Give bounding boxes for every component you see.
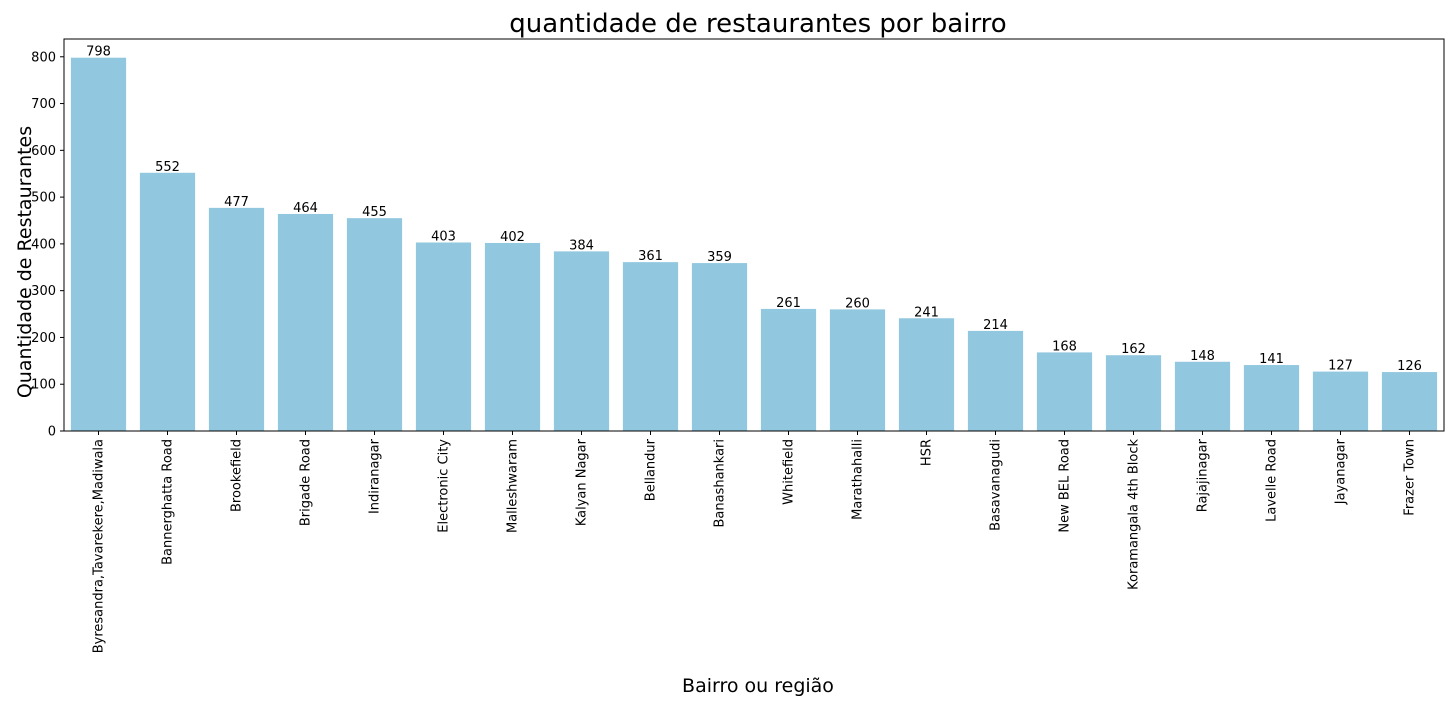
bar-value-label: 141 [1259, 352, 1284, 367]
bar-value-label: 162 [1121, 342, 1146, 357]
data-labels-group: 798 552 477 464 455 403 402 384 361 359 261 260 241 2… [86, 45, 1422, 374]
x-tick-label: Banashankari [713, 439, 728, 528]
y-axis-ticks: 0 100 200 300 400 500 600 700 800 [31, 50, 64, 440]
bar-value-label: 359 [707, 250, 732, 265]
x-tick-label: Jayanagar [1334, 438, 1349, 505]
x-tick-label: Basavanagudi [989, 439, 1004, 531]
bar-value-label: 384 [569, 238, 594, 253]
x-tick-label: Electronic City [437, 439, 452, 533]
bar-value-label: 403 [431, 229, 456, 244]
y-tick-label: 0 [48, 425, 56, 440]
bar [1105, 355, 1162, 431]
x-tick-label: Kalyan Nagar [575, 438, 590, 526]
bar-value-label: 260 [845, 296, 870, 311]
y-tick-label: 100 [31, 378, 56, 393]
bar [1312, 371, 1369, 431]
bar-value-label: 214 [983, 318, 1008, 333]
bar [277, 213, 334, 431]
y-tick-label: 600 [31, 144, 56, 159]
x-tick-label: Malleshwaram [506, 439, 521, 533]
y-tick-label: 500 [31, 191, 56, 206]
bar [760, 308, 817, 431]
y-tick-label: 700 [31, 97, 56, 112]
bar-value-label: 361 [638, 249, 663, 264]
bar [346, 218, 403, 431]
x-tick-label: Koramangala 4th Block [1127, 439, 1142, 590]
chart-title: quantidade de restaurantes por bairro [509, 9, 1006, 39]
bar [898, 318, 955, 431]
bar [553, 251, 610, 431]
bar [967, 330, 1024, 431]
bar-value-label: 127 [1328, 359, 1353, 374]
bar [484, 242, 541, 431]
bar [139, 172, 196, 431]
x-tick-label: Indiranagar [368, 438, 383, 514]
x-axis-ticks: Byresandra,Tavarekere,Madiwala Bannerghat… [92, 431, 1418, 653]
bar [829, 309, 886, 431]
bar-value-label: 552 [155, 160, 180, 175]
x-tick-label: Lavelle Road [1265, 439, 1280, 522]
x-tick-label: Marathahalli [851, 439, 866, 520]
y-tick-label: 400 [31, 237, 56, 252]
x-tick-label: Bellandur [644, 438, 659, 501]
bar [1036, 352, 1093, 431]
bar-value-label: 455 [362, 205, 387, 220]
x-tick-label: Brookefield [230, 439, 245, 512]
bar-value-label: 148 [1190, 349, 1215, 364]
bar-value-label: 261 [776, 296, 801, 311]
bar [1174, 361, 1231, 431]
bar-value-label: 126 [1397, 359, 1422, 374]
x-tick-label: HSR [920, 439, 935, 466]
y-tick-label: 800 [31, 50, 56, 65]
bar [1381, 372, 1438, 431]
plot-frame [63, 38, 1445, 432]
x-axis-label: Bairro ou região [682, 675, 834, 697]
x-tick-label: Whitefield [782, 439, 797, 505]
y-tick-label: 200 [31, 331, 56, 346]
x-tick-label: Rajajinagar [1196, 438, 1211, 512]
bar-value-label: 168 [1052, 339, 1077, 354]
bar [415, 242, 472, 431]
bar-value-label: 798 [86, 45, 111, 60]
bar-value-label: 477 [224, 195, 249, 210]
x-tick-label: Frazer Town [1403, 439, 1418, 516]
bar [208, 207, 265, 431]
bar-value-label: 241 [914, 305, 939, 320]
y-tick-label: 300 [31, 284, 56, 299]
bar [622, 262, 679, 431]
x-tick-label: New BEL Road [1058, 439, 1073, 533]
x-tick-label: Byresandra,Tavarekere,Madiwala [92, 439, 107, 653]
bar-value-label: 402 [500, 230, 525, 245]
bars-group [70, 57, 1438, 432]
bar-value-label: 464 [293, 201, 318, 216]
x-tick-label: Bannerghatta Road [161, 439, 176, 565]
y-axis-label: Quantidade de Restaurantes [14, 126, 36, 398]
bar [1243, 365, 1300, 431]
x-tick-label: Brigade Road [299, 439, 314, 526]
bar [70, 57, 127, 432]
bar [691, 263, 748, 431]
